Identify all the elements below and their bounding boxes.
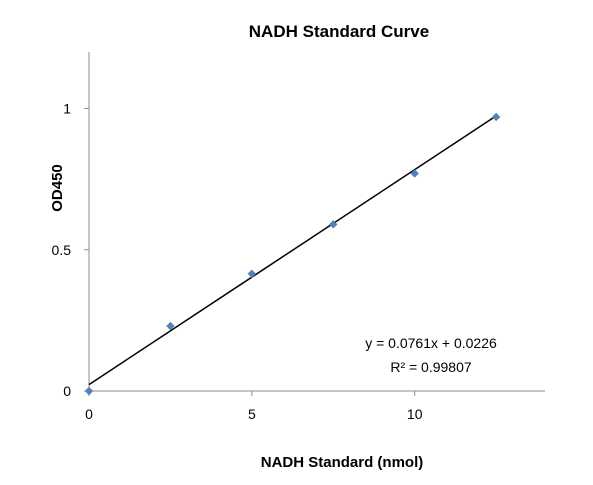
y-tick-label: 1 — [63, 101, 71, 117]
chart-title: NADH Standard Curve — [249, 22, 429, 41]
y-tick-label: 0.5 — [52, 242, 72, 258]
x-tick-label: 0 — [85, 406, 93, 422]
equation-label: y = 0.0761x + 0.0226 — [365, 335, 497, 351]
y-tick-label: 0 — [63, 383, 71, 399]
data-point — [84, 386, 94, 396]
trendline — [88, 115, 497, 386]
x-axis-label: NADH Standard (nmol) — [261, 454, 424, 471]
y-ticks: 00.51 — [52, 101, 89, 399]
x-tick-label: 10 — [407, 406, 423, 422]
data-point — [247, 269, 257, 278]
x-ticks: 0 5 10 — [85, 391, 423, 422]
x-tick-label: 5 — [248, 406, 256, 422]
r-squared-label: R² = 0.99807 — [390, 359, 472, 375]
points-layer — [84, 112, 501, 396]
data-point — [410, 169, 419, 178]
trendline-layer — [88, 115, 497, 386]
data-point — [491, 112, 501, 122]
data-point — [166, 321, 175, 331]
y-axis-label: OD450 — [49, 164, 66, 212]
data-point — [329, 220, 338, 229]
